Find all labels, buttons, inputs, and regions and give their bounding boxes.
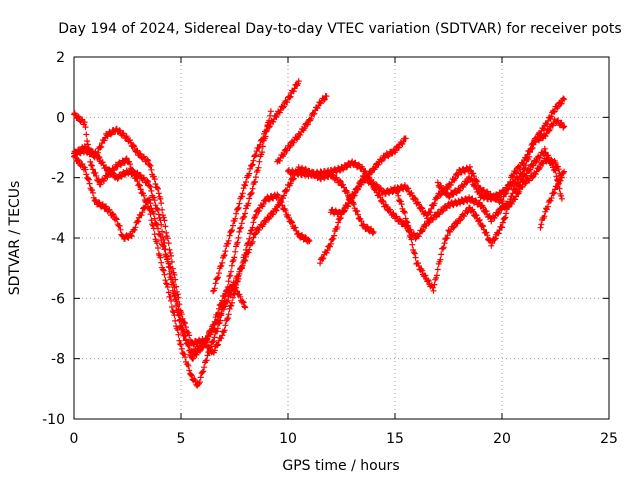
y-tick-label: 2 — [56, 50, 65, 66]
series-track-7 — [317, 135, 409, 267]
marker-track — [327, 95, 568, 222]
y-tick-label: -8 — [51, 352, 65, 368]
y-tick-label: -4 — [51, 231, 65, 247]
series-track-10 — [392, 145, 565, 294]
series-track-12 — [537, 168, 568, 231]
x-tick-label: 10 — [279, 431, 297, 447]
grid-lines — [74, 57, 609, 419]
x-tick-label: 15 — [386, 431, 404, 447]
marker-track — [274, 93, 330, 165]
series-track-8 — [285, 155, 565, 242]
marker-track — [285, 155, 565, 242]
marker-track — [434, 116, 568, 203]
data-markers — [71, 78, 568, 389]
marker-track — [392, 145, 565, 294]
series-track-11 — [434, 116, 568, 203]
series-track-9 — [327, 95, 568, 222]
x-tick-label: 5 — [177, 431, 186, 447]
series-track-1 — [71, 108, 274, 389]
marker-track — [537, 168, 568, 231]
y-tick-label: -10 — [42, 412, 65, 428]
x-tick-label: 0 — [70, 431, 79, 447]
series-track-5 — [210, 78, 302, 295]
x-tick-label: 20 — [493, 431, 511, 447]
chart-title: Day 194 of 2024, Sidereal Day-to-day VTE… — [58, 21, 621, 37]
marker-track — [317, 135, 409, 267]
y-tick-label: -6 — [51, 291, 65, 307]
marker-track — [71, 108, 274, 389]
x-axis-title: GPS time / hours — [282, 458, 399, 474]
y-tick-label: 0 — [56, 110, 65, 126]
series-track-6 — [274, 93, 330, 165]
y-axis-title: SDTVAR / TECUs — [7, 181, 23, 296]
y-tick-label: -2 — [51, 171, 65, 187]
marker-track — [210, 78, 302, 295]
x-tick-label: 25 — [600, 431, 618, 447]
